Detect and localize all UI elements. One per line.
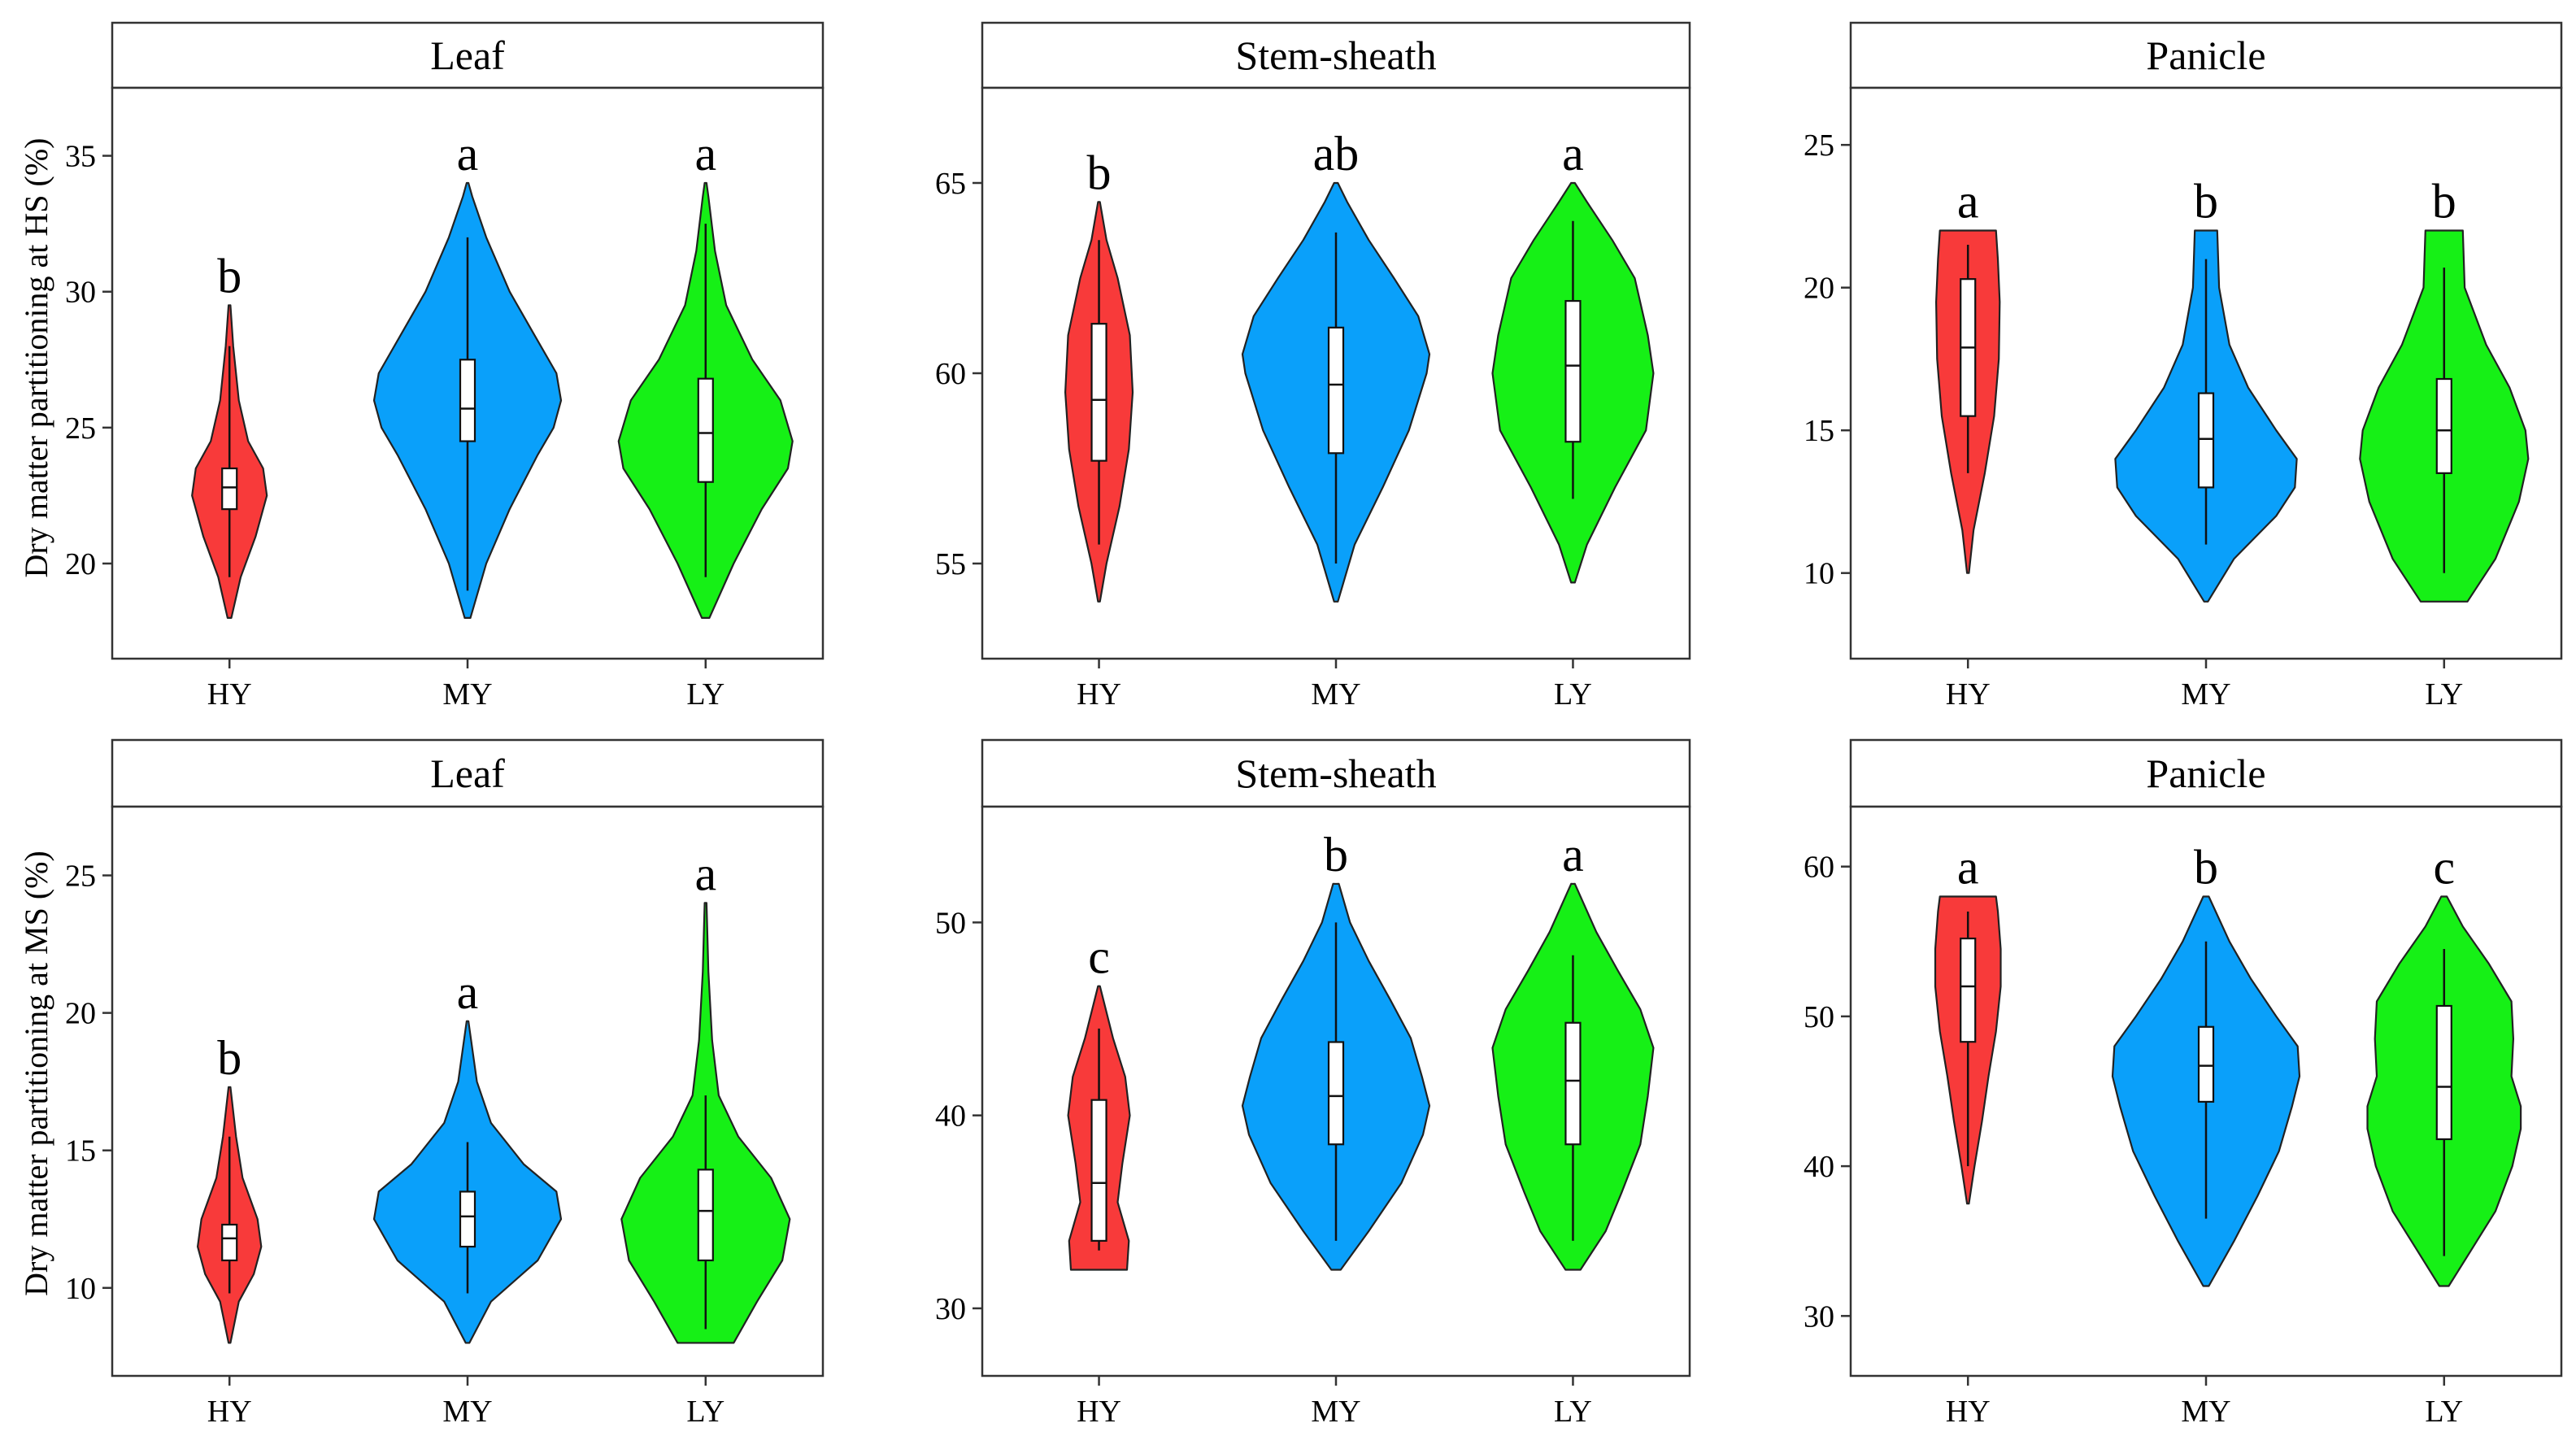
box-ly <box>2435 1004 2452 1141</box>
x-tick-label: LY <box>1554 677 1592 712</box>
panel-title: Stem-sheath <box>1235 33 1436 78</box>
y-tick-label: 50 <box>1804 1000 1834 1034</box>
significance-letter: a <box>694 127 716 181</box>
x-tick-label: MY <box>442 1395 492 1429</box>
y-tick-label: 10 <box>65 1272 96 1306</box>
y-tick-label: 60 <box>1804 851 1834 885</box>
box-hy <box>1090 323 1107 462</box>
y-tick-label: 60 <box>935 357 966 391</box>
panel-strip <box>981 738 1691 808</box>
y-axis-label-hs: Dry matter partitioning at HS (%) <box>18 138 54 578</box>
x-tick-label: MY <box>2181 1395 2230 1429</box>
box-ly <box>697 1169 714 1262</box>
box-my <box>459 359 476 442</box>
significance-letter: a <box>1562 828 1584 881</box>
significance-letter: b <box>217 1031 242 1085</box>
box-hy <box>1960 938 1977 1043</box>
significance-letter: ab <box>1313 127 1360 181</box>
panel-strip <box>111 21 825 89</box>
box-hy <box>221 1223 238 1262</box>
significance-letter: b <box>2194 175 2218 229</box>
panel-ms-leaf: Dry matter partitioning at MS (%) Leaf 10… <box>18 738 825 1429</box>
x-tick-label: HY <box>1077 677 1121 712</box>
y-tick-label: 40 <box>1804 1150 1834 1184</box>
x-tick-label: LY <box>686 1395 724 1429</box>
box-ly <box>697 377 714 483</box>
y-tick-label: 25 <box>1804 128 1834 163</box>
x-tick-label: HY <box>1946 677 1991 712</box>
panel-title: Leaf <box>430 33 505 78</box>
x-tick-label: HY <box>1946 1395 1991 1429</box>
significance-letter: b <box>1324 828 1348 881</box>
panel-title: Leaf <box>430 751 505 796</box>
significance-letter: a <box>457 127 479 181</box>
x-tick-label: HY <box>1077 1395 1121 1429</box>
box-hy <box>221 467 238 511</box>
y-tick-label: 30 <box>935 1292 966 1326</box>
box-my <box>2197 1025 2215 1103</box>
x-tick-label: MY <box>2181 677 2230 712</box>
significance-letter: c <box>2433 841 2455 894</box>
significance-letter: c <box>1088 930 1110 984</box>
significance-letter: a <box>1562 127 1584 181</box>
x-tick-label: MY <box>442 677 492 712</box>
panel-hs-leaf: Dry matter partitioning at HS (%) Leaf 20… <box>18 21 825 712</box>
significance-letter: a <box>457 965 479 1019</box>
panel-strip <box>1849 21 2563 89</box>
significance-letter: a <box>694 847 716 900</box>
y-tick-label: 40 <box>935 1099 966 1134</box>
y-tick-label: 20 <box>1804 272 1834 306</box>
panel-hs-panicle: Panicle 10 15 20 25 HY a MY b LY b <box>1804 21 2563 712</box>
box-ly <box>1564 299 1582 443</box>
x-tick-label: LY <box>1554 1395 1592 1429</box>
y-tick-label: 25 <box>65 860 96 894</box>
box-ly <box>2435 377 2452 474</box>
y-tick-label: 10 <box>1804 557 1834 591</box>
y-tick-label: 35 <box>65 140 96 174</box>
box-my <box>459 1190 476 1248</box>
y-tick-label: 15 <box>1804 414 1834 448</box>
significance-letter: a <box>1957 175 1979 229</box>
y-tick-label: 65 <box>935 167 966 201</box>
y-tick-label: 50 <box>935 906 966 940</box>
x-tick-label: HY <box>207 1395 252 1429</box>
y-tick-label: 20 <box>65 547 96 581</box>
panel-title: Panicle <box>2146 33 2265 78</box>
significance-letter: b <box>217 249 242 302</box>
box-ly <box>1564 1021 1582 1146</box>
panel-ms-stem-sheath: Stem-sheath 30 40 50 HY c MY b LY a <box>935 738 1691 1429</box>
y-tick-label: 55 <box>935 547 966 581</box>
x-tick-label: LY <box>2425 677 2463 712</box>
significance-letter: a <box>1957 841 1979 894</box>
y-tick-label: 20 <box>65 997 96 1031</box>
x-tick-label: MY <box>1311 677 1360 712</box>
panel-ms-panicle: Panicle 30 40 50 60 HY a MY b LY c <box>1804 738 2563 1429</box>
y-tick-label: 30 <box>65 276 96 310</box>
x-tick-label: HY <box>207 677 252 712</box>
panel-title: Panicle <box>2146 751 2265 796</box>
x-tick-label: LY <box>686 677 724 712</box>
y-tick-label: 30 <box>1804 1299 1834 1334</box>
x-tick-label: MY <box>1311 1395 1360 1429</box>
panel-title: Stem-sheath <box>1235 751 1436 796</box>
box-hy <box>1090 1099 1107 1242</box>
box-my <box>2197 392 2215 489</box>
y-axis-label-ms: Dry matter partitioning at MS (%) <box>18 851 54 1296</box>
panel-strip <box>111 738 825 808</box>
box-my <box>1327 1041 1345 1146</box>
y-tick-label: 15 <box>65 1134 96 1169</box>
box-my <box>1327 326 1345 455</box>
significance-letter: b <box>2194 841 2218 894</box>
y-tick-label: 25 <box>65 411 96 446</box>
x-tick-label: LY <box>2425 1395 2463 1429</box>
panel-hs-stem-sheath: Stem-sheath 55 60 65 HY b MY ab LY a <box>935 21 1691 712</box>
significance-letter: b <box>2432 175 2456 229</box>
panel-strip <box>981 21 1691 89</box>
panel-strip <box>1849 738 2563 808</box>
significance-letter: b <box>1087 146 1112 199</box>
